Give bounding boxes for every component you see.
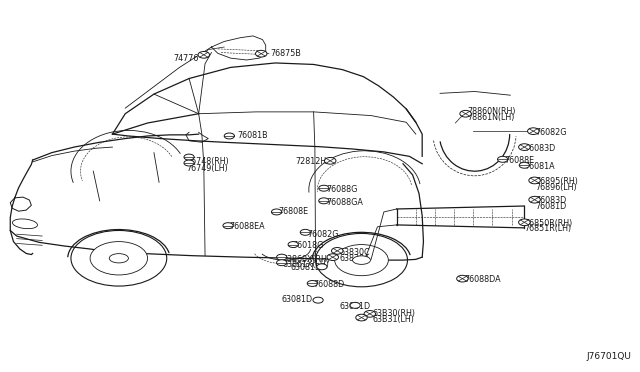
Circle shape [198,51,209,58]
Text: 76083D: 76083D [536,196,567,205]
Circle shape [255,50,267,57]
Circle shape [457,275,468,282]
Text: 63B30(RH): 63B30(RH) [372,310,415,318]
Circle shape [350,302,360,308]
Text: 76896(LH): 76896(LH) [536,183,577,192]
Text: 76748(RH): 76748(RH) [186,157,228,166]
Text: 63830A: 63830A [339,254,370,263]
Circle shape [90,241,148,275]
Circle shape [364,311,376,317]
Ellipse shape [109,254,129,263]
Circle shape [497,156,508,162]
Text: 76851R(LH): 76851R(LH) [524,224,572,233]
Circle shape [307,280,317,286]
Text: 76088G: 76088G [326,185,358,194]
Text: 74776: 74776 [173,54,198,62]
Text: 63861X(LH): 63861X(LH) [283,260,330,269]
Text: J76701QU: J76701QU [587,352,632,361]
Text: 76088DA: 76088DA [465,275,501,284]
Text: 63081B: 63081B [291,263,321,272]
Circle shape [224,133,234,139]
Ellipse shape [353,256,371,264]
Text: 76081B: 76081B [237,131,268,141]
Circle shape [276,254,287,260]
Circle shape [300,230,310,235]
Circle shape [223,223,233,229]
Circle shape [460,110,471,117]
Text: 72812H: 72812H [295,157,326,166]
Circle shape [316,234,408,287]
Circle shape [332,247,343,254]
Circle shape [335,244,388,276]
Text: 76808E: 76808E [278,208,308,217]
Circle shape [71,231,167,286]
Circle shape [317,264,327,270]
Circle shape [313,297,323,303]
Text: 76081A: 76081A [524,162,555,171]
Circle shape [319,198,329,204]
Text: 63B31(LH): 63B31(LH) [372,315,414,324]
Text: 76749(LH): 76749(LH) [186,164,228,173]
Text: 63830C: 63830C [339,248,370,257]
Text: 76018G: 76018G [292,241,323,250]
Text: 63081D: 63081D [282,295,313,304]
Text: 76850R(RH): 76850R(RH) [524,219,573,228]
Circle shape [529,177,540,184]
Text: 76082G: 76082G [536,128,567,137]
Text: 76875B: 76875B [271,49,301,58]
Circle shape [288,241,298,247]
Circle shape [519,162,529,168]
Ellipse shape [12,219,38,229]
Circle shape [356,314,367,321]
Text: 76088D: 76088D [314,280,345,289]
Circle shape [319,185,329,191]
Text: 76088GA: 76088GA [326,198,364,207]
Text: 63860X(RH): 63860X(RH) [283,254,331,263]
Text: 63081D: 63081D [339,302,371,311]
Text: 76895(RH): 76895(RH) [536,177,579,186]
Text: 76088EA: 76088EA [229,222,265,231]
Text: 78861N(LH): 78861N(LH) [467,113,515,122]
Circle shape [529,196,540,203]
Circle shape [327,254,339,260]
Text: 76088E: 76088E [504,155,534,164]
Circle shape [324,157,336,164]
Text: 76083D: 76083D [524,144,556,153]
Circle shape [271,209,282,215]
Circle shape [518,219,530,226]
Circle shape [527,128,539,135]
Text: 78860N(RH): 78860N(RH) [467,108,515,116]
Circle shape [518,144,530,150]
Circle shape [184,154,194,160]
Text: 76082G: 76082G [307,230,339,239]
Text: 76081D: 76081D [536,202,567,211]
Circle shape [276,260,287,266]
Circle shape [184,160,194,166]
